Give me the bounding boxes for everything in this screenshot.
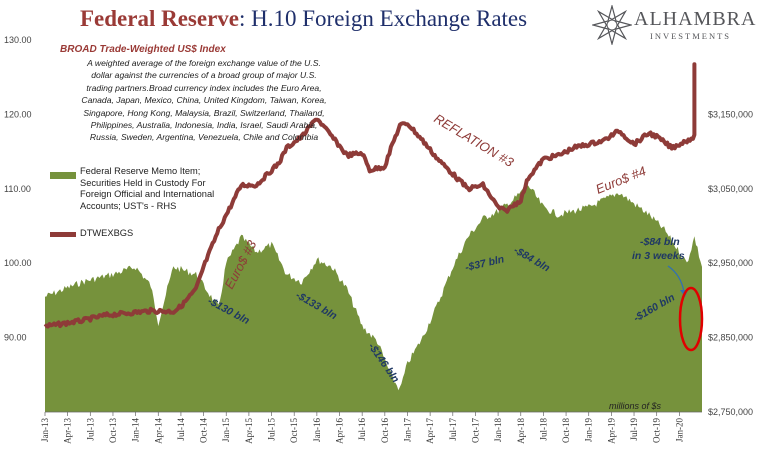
custody-area [45,184,702,412]
x-tick-label: Jan-19 [584,418,594,442]
x-tick-label: Jan-18 [493,418,503,442]
legend-label-custody: Federal Reserve Memo Item; Securities He… [80,166,214,212]
x-tick-label: Oct-16 [380,418,390,443]
annot-84b-line1: -$84 bln [640,236,680,248]
x-tick-label: Apr-14 [153,418,163,444]
x-tick-label: Jul-19 [629,418,639,441]
note-line: dollar against the currencies of a broad… [91,70,317,81]
highlight-circle [678,286,704,352]
x-tick-label: Jul-13 [85,418,95,441]
x-tick-label: Oct-17 [470,418,480,443]
x-tick-label: Apr-18 [516,418,526,444]
x-tick-label: Apr-13 [63,418,73,444]
annot-reflation: REFLATION #3 [431,111,517,171]
note-title: BROAD Trade-Weighted US$ Index [60,44,226,55]
right-tick-label: $3,050,000 [708,184,753,194]
legend-label-dollar: DTWEXBGS [80,228,134,238]
annot-84b-line2: in 3 weeks [632,250,685,262]
rhs-unit-label: millions of $s [609,401,662,411]
x-tick-label: Jul-17 [448,418,458,441]
x-tick-label: Jul-16 [357,418,367,441]
left-tick-label: 90.00 [4,333,27,343]
logo-star-icon [592,5,632,45]
x-tick-label: Apr-17 [425,418,435,444]
note-line: Philippines, Australia, Indonesia, India… [90,120,318,131]
note-line: trading partners.Broad currency index in… [86,82,322,93]
x-tick-label: Jan-14 [131,418,141,442]
left-tick-label: 100.00 [4,258,32,268]
x-tick-label: Jan-20 [674,418,684,442]
note-body: A weighted average of the foreign exchan… [54,57,354,144]
x-axis: Jan-13 Apr-13 Jul-13 Oct-13 Jan-14 Apr-14 Jul-… [40,412,684,444]
note-line: A weighted average of the foreign exchan… [87,58,321,68]
legend-line: Securities Held in Custody For [80,177,206,188]
chart-title: Federal Reserve: H.10 Foreign Exchange R… [80,6,527,32]
x-tick-label: Jul-14 [176,418,186,441]
right-axis: $2,750,000 $2,850,000 $2,950,000 $3,050,000… [708,109,753,417]
x-tick-label: Jul-18 [538,418,548,441]
note-line: Singapore, Hong Kong, Malaysia, Brazil, … [83,107,325,118]
left-tick-label: 110.00 [4,184,31,194]
left-axis: 90.00 100.00 110.00 120.00 130.00 [4,35,32,343]
x-tick-label: Apr-19 [606,418,616,444]
annot-euro4: Euro$ #4 [594,163,649,197]
dollar-line [43,62,697,329]
x-tick-label: Oct-13 [108,418,118,443]
x-tick-label: Jul-15 [267,418,277,441]
title-blue: : H.10 Foreign Exchange Rates [239,6,528,31]
x-tick-label: Oct-19 [652,418,662,443]
left-tick-label: 120.00 [4,109,32,119]
x-tick-label: Oct-15 [289,418,299,443]
company-logo: ALHAMBRA INVESTMENTS [590,4,766,46]
note-line: Russia, Sweden, Argentina, Venezuela, Ch… [89,132,319,143]
x-tick-label: Jan-17 [402,418,412,442]
logo-subtitle: INVESTMENTS [650,31,732,41]
note-line: Canada, Japan, Mexico, China, United Kin… [81,95,327,106]
legend-swatch-area [50,172,76,179]
legend-line: Accounts; UST's - RHS [80,200,177,211]
logo-name: ALHAMBRA [634,8,757,30]
right-tick-label: $3,150,000 [708,109,753,119]
x-tick-label: Jan-15 [221,418,231,442]
title-red: Federal Reserve [80,6,240,31]
legend-swatch-line [50,232,76,237]
x-tick-label: Jan-13 [40,418,50,442]
x-tick-label: Oct-14 [199,418,209,443]
right-tick-label: $2,850,000 [708,333,753,343]
x-tick-label: Oct-18 [561,418,571,443]
right-tick-label: $2,950,000 [708,258,753,268]
x-tick-label: Jan-16 [312,418,322,442]
right-tick-label: $2,750,000 [708,407,753,417]
x-tick-label: Apr-15 [244,418,254,444]
x-tick-label: Apr-16 [335,418,345,444]
left-tick-label: 130.00 [4,35,32,45]
annot-arrow [667,265,685,293]
legend-line: Foreign Official and International [80,189,215,199]
legend-line: Federal Reserve Memo Item; [80,166,201,176]
